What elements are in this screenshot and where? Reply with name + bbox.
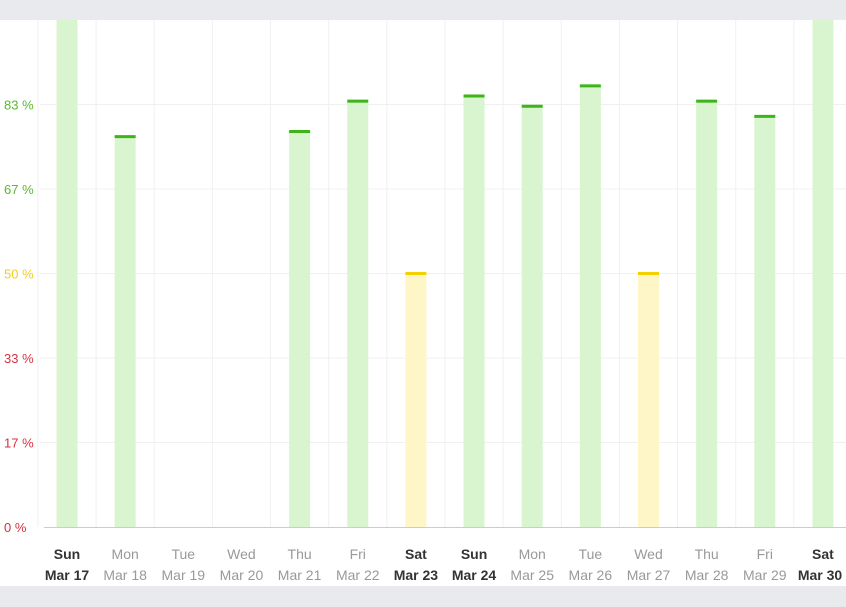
y-axis: 83 % 67 % 50 % 33 % 17 % 0 % xyxy=(4,98,34,535)
y-tick-label: 17 % xyxy=(4,435,34,450)
x-tick-date: Mar 18 xyxy=(103,567,147,583)
bar-sun-mar-24[interactable] xyxy=(463,96,485,528)
x-tick-day: Tue xyxy=(171,546,195,562)
x-tick-day: Thu xyxy=(288,546,312,562)
x-tick-date: Mar 19 xyxy=(162,567,206,583)
x-tick-date: Mar 26 xyxy=(569,567,613,583)
x-tick-day: Wed xyxy=(227,546,256,562)
x-tick-date: Mar 20 xyxy=(220,567,264,583)
x-tick-date: Mar 24 xyxy=(452,567,497,583)
bar-sat-mar-23[interactable] xyxy=(405,273,427,528)
x-tick-day: Sun xyxy=(54,546,80,562)
x-tick-date: Mar 22 xyxy=(336,567,380,583)
bar-thu-mar-21[interactable] xyxy=(289,131,311,527)
bar-fri-mar-29[interactable] xyxy=(754,116,776,527)
x-tick-day: Fri xyxy=(757,546,773,562)
x-tick-day: Sun xyxy=(461,546,487,562)
x-tick-day: Sat xyxy=(812,546,834,562)
x-tick-day: Thu xyxy=(695,546,719,562)
y-tick-label: 50 % xyxy=(4,267,34,282)
chart-panel: 83 % 67 % 50 % 33 % 17 % 0 % Sun Mar 17 Mon Mar … xyxy=(0,20,846,586)
x-tick-day: Fri xyxy=(350,546,366,562)
x-tick-date: Mar 29 xyxy=(743,567,787,583)
x-tick-day: Mon xyxy=(112,546,139,562)
x-tick-date: Mar 25 xyxy=(510,567,554,583)
bar-mon-mar-25[interactable] xyxy=(521,106,543,527)
bar-tue-mar-26[interactable] xyxy=(579,85,601,527)
bar-fri-mar-22[interactable] xyxy=(347,101,369,528)
x-tick-date: Mar 23 xyxy=(394,567,439,583)
gridlines xyxy=(37,20,846,527)
x-tick-date: Mar 17 xyxy=(45,567,90,583)
x-tick-date: Mar 27 xyxy=(627,567,671,583)
bars xyxy=(56,20,834,528)
x-tick-day: Tue xyxy=(579,546,603,562)
y-tick-label: 83 % xyxy=(4,98,34,113)
bar-wed-mar-27[interactable] xyxy=(638,273,659,528)
x-tick-date: Mar 21 xyxy=(278,567,322,583)
x-axis: Sun Mar 17 Mon Mar 18 Tue Mar 19 Wed Mar 20 Thu M… xyxy=(44,527,846,583)
bar-sun-mar-17[interactable] xyxy=(56,20,78,527)
y-tick-label: 67 % xyxy=(4,182,34,197)
x-tick-day: Wed xyxy=(634,546,663,562)
y-tick-label: 33 % xyxy=(4,351,34,366)
x-tick-date: Mar 30 xyxy=(798,567,843,583)
x-tick-date: Mar 28 xyxy=(685,567,729,583)
x-tick-day: Sat xyxy=(405,546,427,562)
bar-sat-mar-30[interactable] xyxy=(812,20,834,527)
x-tick-day: Mon xyxy=(519,546,546,562)
y-tick-label: 0 % xyxy=(4,520,27,535)
bar-thu-mar-28[interactable] xyxy=(696,101,718,528)
uptime-bar-chart: 83 % 67 % 50 % 33 % 17 % 0 % Sun Mar 17 Mon Mar … xyxy=(4,20,846,583)
bar-mon-mar-18[interactable] xyxy=(114,136,136,528)
